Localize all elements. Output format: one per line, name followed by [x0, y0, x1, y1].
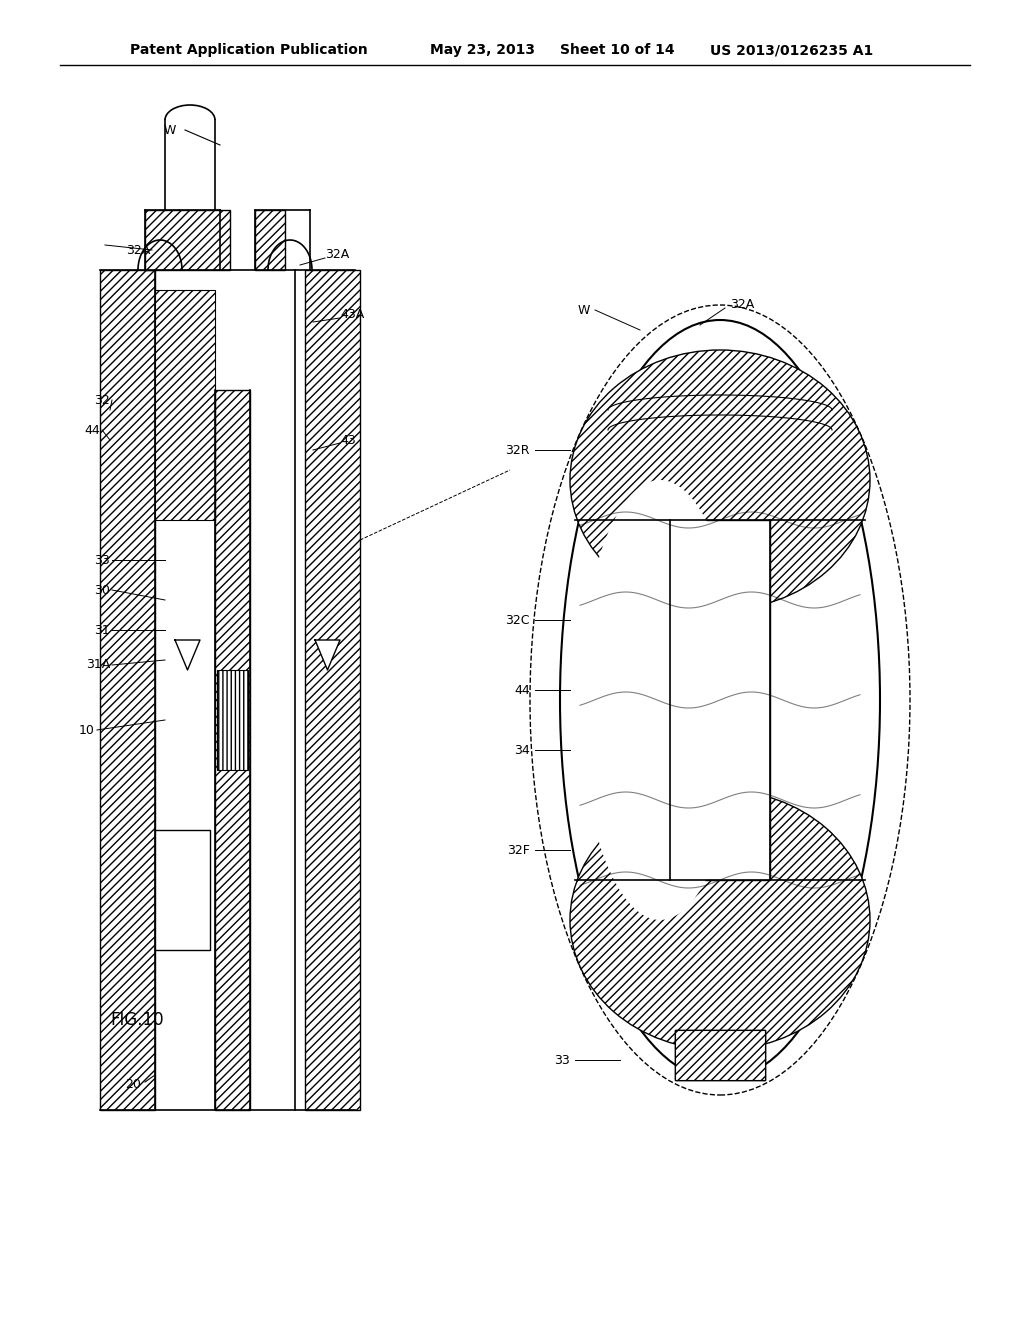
Text: 33: 33 [554, 1053, 570, 1067]
Bar [675, 1030, 765, 1080]
Text: 34: 34 [514, 743, 530, 756]
Polygon shape [217, 671, 248, 770]
Polygon shape [175, 640, 200, 671]
Polygon shape [315, 640, 340, 671]
Polygon shape [305, 271, 360, 1110]
Text: W: W [164, 124, 176, 136]
Polygon shape [145, 210, 230, 271]
Text: 43: 43 [340, 433, 355, 446]
Bar [670, 520, 770, 880]
Text: W: W [578, 304, 590, 317]
Text: 10: 10 [79, 723, 95, 737]
Ellipse shape [570, 789, 870, 1049]
Text: 31: 31 [94, 623, 110, 636]
Text: FIG.10: FIG.10 [110, 1011, 164, 1030]
Text: 32C: 32C [506, 614, 530, 627]
Text: 32A: 32A [325, 248, 349, 261]
Text: Sheet 10 of 14: Sheet 10 of 14 [560, 44, 675, 57]
Text: 30: 30 [94, 583, 110, 597]
Text: May 23, 2013: May 23, 2013 [430, 44, 535, 57]
Bar [155, 830, 210, 950]
Text: 43A: 43A [340, 309, 365, 322]
Polygon shape [215, 389, 250, 1110]
Text: 32F: 32F [507, 843, 530, 857]
Text: 32A: 32A [126, 243, 150, 256]
Ellipse shape [570, 350, 870, 610]
Text: 44: 44 [84, 424, 100, 437]
Text: 20: 20 [125, 1078, 141, 1092]
Text: 33: 33 [94, 553, 110, 566]
Polygon shape [100, 271, 155, 1110]
Polygon shape [675, 1030, 765, 1080]
Text: Patent Application Publication: Patent Application Publication [130, 44, 368, 57]
Text: 32A: 32A [730, 298, 755, 312]
Ellipse shape [580, 480, 740, 920]
Polygon shape [155, 290, 215, 520]
Bar [675, 1030, 765, 1080]
Text: 32: 32 [94, 393, 110, 407]
Polygon shape [255, 210, 285, 271]
Text: 44: 44 [514, 684, 530, 697]
Text: 31A: 31A [86, 659, 110, 672]
Text: 32R: 32R [506, 444, 530, 457]
Text: US 2013/0126235 A1: US 2013/0126235 A1 [710, 44, 873, 57]
